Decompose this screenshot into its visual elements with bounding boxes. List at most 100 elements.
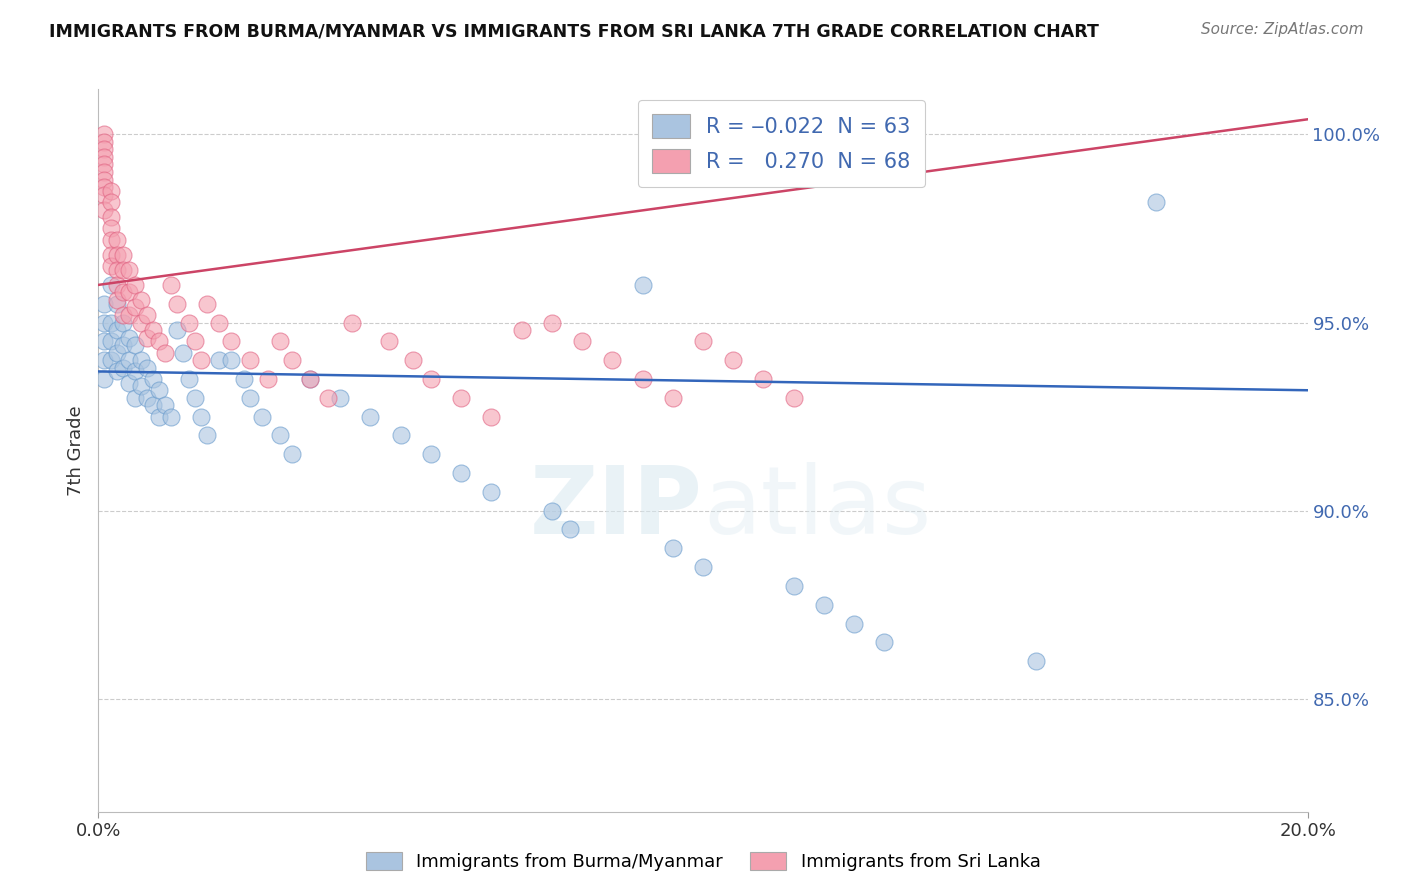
Point [389, 428, 412, 442]
Point [329, 391, 352, 405]
Point [752, 372, 775, 386]
Point [105, 277, 128, 292]
Point [540, 503, 562, 517]
Point [93, 334, 115, 349]
Point [93, 353, 115, 368]
Text: atlas: atlas [703, 462, 931, 554]
Point [111, 308, 134, 322]
Point [316, 391, 339, 405]
Point [93, 187, 115, 202]
Point [631, 277, 654, 292]
Point [111, 248, 134, 262]
Point [93, 202, 115, 217]
Point [100, 277, 122, 292]
Point [135, 308, 157, 322]
Point [692, 560, 714, 574]
Point [118, 262, 141, 277]
Point [873, 635, 896, 649]
Text: Source: ZipAtlas.com: Source: ZipAtlas.com [1201, 22, 1364, 37]
Point [93, 165, 115, 179]
Point [342, 316, 364, 330]
Point [100, 210, 122, 224]
Point [118, 308, 141, 322]
Point [129, 353, 152, 368]
Point [208, 353, 231, 368]
Point [481, 484, 503, 499]
Point [124, 338, 146, 352]
Point [148, 383, 170, 397]
Point [221, 353, 243, 368]
Point [172, 345, 194, 359]
Text: IMMIGRANTS FROM BURMA/MYANMAR VS IMMIGRANTS FROM SRI LANKA 7TH GRADE CORRELATION: IMMIGRANTS FROM BURMA/MYANMAR VS IMMIGRA… [49, 22, 1099, 40]
Point [142, 372, 165, 386]
Point [540, 316, 562, 330]
Point [184, 334, 207, 349]
Point [124, 301, 146, 315]
Point [93, 157, 115, 171]
Point [571, 334, 593, 349]
Point [844, 616, 866, 631]
Y-axis label: 7th Grade: 7th Grade [66, 405, 84, 496]
Point [142, 323, 165, 337]
Point [93, 135, 115, 149]
Point [118, 285, 141, 300]
Point [160, 409, 183, 424]
Point [148, 409, 170, 424]
Point [221, 334, 243, 349]
Point [111, 316, 134, 330]
Point [450, 391, 472, 405]
Point [93, 372, 115, 386]
Point [118, 330, 141, 344]
Point [93, 180, 115, 194]
Point [360, 409, 382, 424]
Point [93, 296, 115, 310]
Legend: Immigrants from Burma/Myanmar, Immigrants from Sri Lanka: Immigrants from Burma/Myanmar, Immigrant… [359, 845, 1047, 879]
Point [602, 353, 624, 368]
Point [299, 372, 322, 386]
Text: ZIP: ZIP [530, 462, 703, 554]
Point [661, 391, 683, 405]
Point [100, 221, 122, 235]
Point [129, 379, 152, 393]
Point [250, 409, 273, 424]
Point [184, 391, 207, 405]
Point [100, 195, 122, 210]
Point [148, 334, 170, 349]
Point [93, 316, 115, 330]
Point [153, 398, 176, 412]
Point [93, 128, 115, 142]
Point [281, 447, 304, 461]
Point [1024, 654, 1046, 668]
Point [239, 353, 262, 368]
Point [105, 296, 128, 310]
Point [100, 259, 122, 273]
Point [269, 428, 291, 442]
Point [420, 372, 443, 386]
Point [195, 296, 218, 310]
Point [420, 447, 443, 461]
Point [100, 334, 122, 349]
Point [111, 285, 134, 300]
Point [100, 184, 122, 198]
Point [105, 345, 128, 359]
Point [232, 372, 254, 386]
Point [450, 466, 472, 480]
Point [166, 296, 188, 310]
Point [129, 293, 152, 307]
Point [377, 334, 399, 349]
Point [105, 323, 128, 337]
Point [111, 262, 134, 277]
Point [100, 233, 122, 247]
Point [481, 409, 503, 424]
Point [631, 372, 654, 386]
Point [190, 409, 212, 424]
Point [100, 353, 122, 368]
Point [510, 323, 533, 337]
Point [100, 248, 122, 262]
Point [105, 248, 128, 262]
Point [118, 353, 141, 368]
Point [1144, 195, 1167, 210]
Point [195, 428, 218, 442]
Point [124, 277, 146, 292]
Point [269, 334, 291, 349]
